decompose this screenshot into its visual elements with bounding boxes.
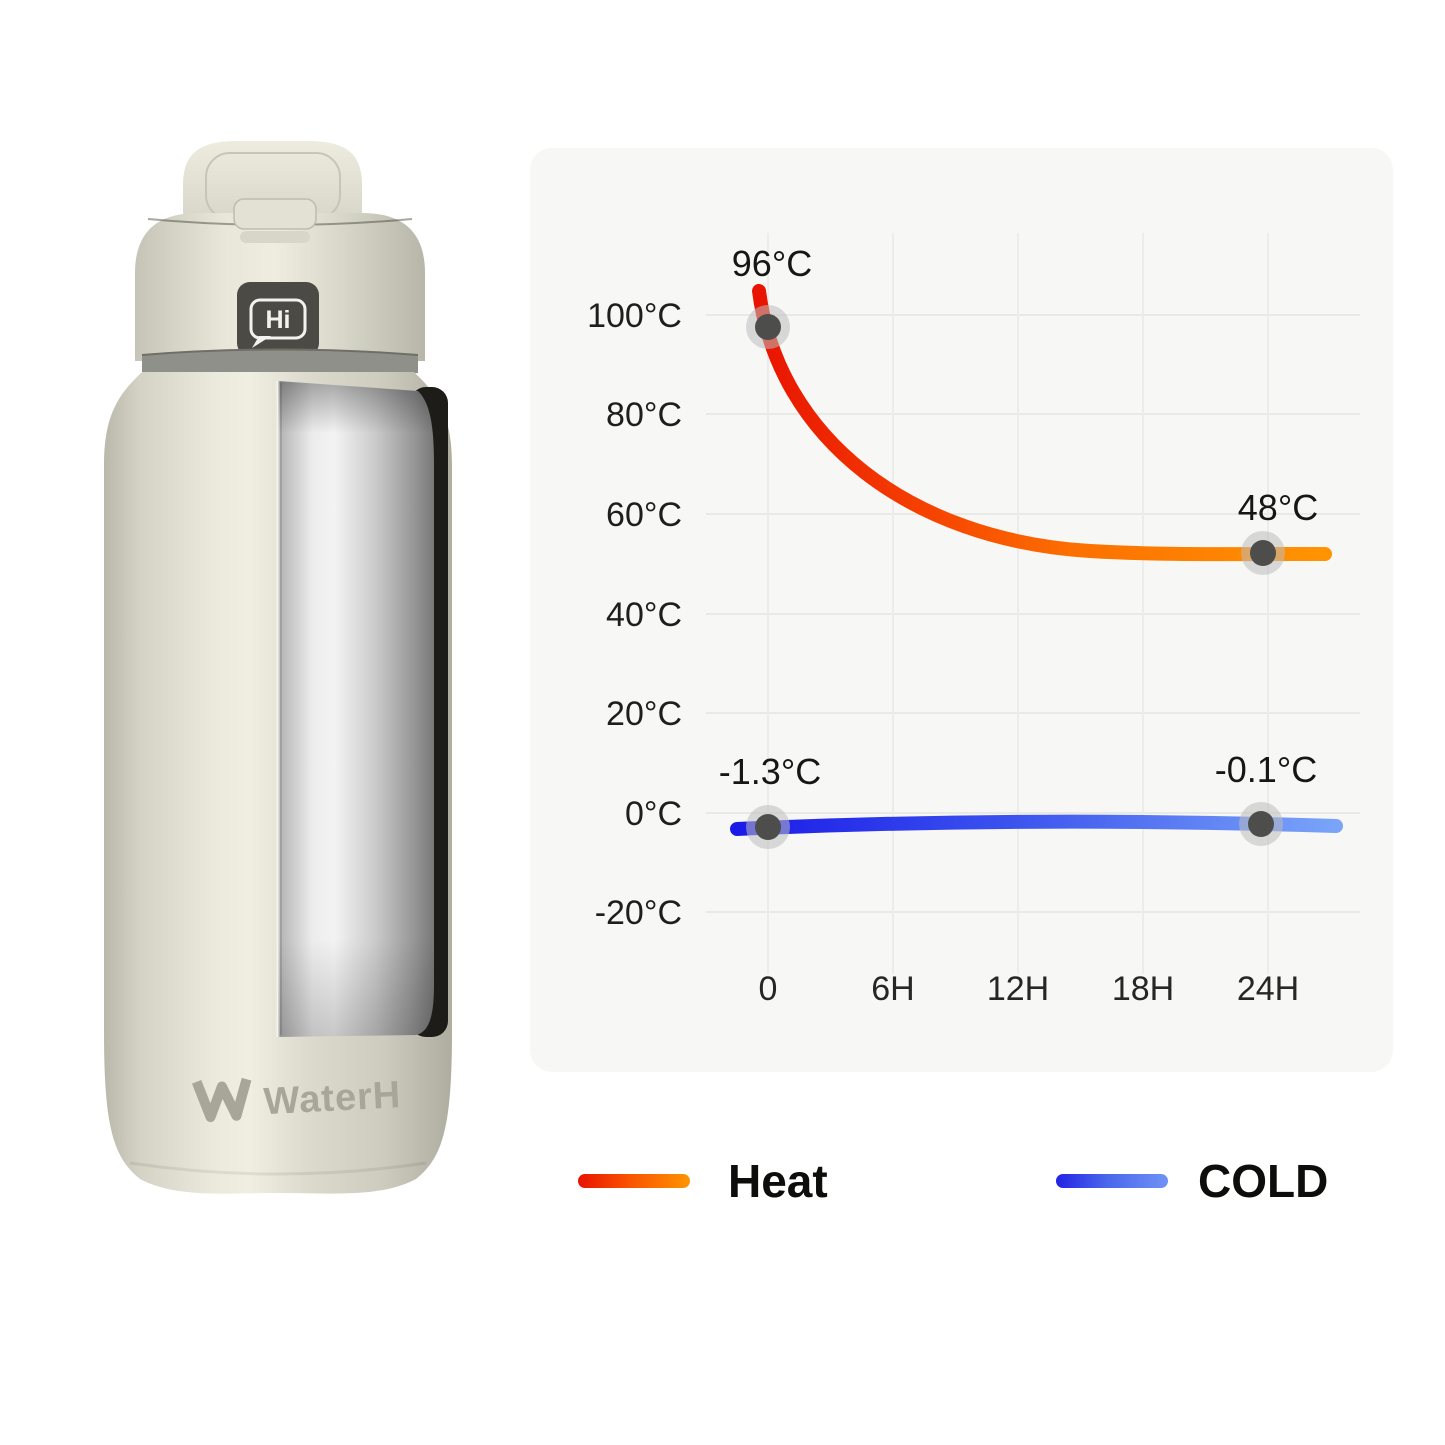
cold-start-label: -1.3°C <box>719 751 821 792</box>
heat-end-label: 48°C <box>1238 487 1318 528</box>
y-tick-label: 40°C <box>606 596 682 634</box>
y-tick-label: 0°C <box>625 795 682 833</box>
lid-latch-tab <box>233 198 317 230</box>
temperature-retention-chart: 100°C 80°C 60°C 40°C 20°C 0°C -20°C 0 6H… <box>587 233 1360 1008</box>
speech-bubble-tail <box>252 336 271 348</box>
bottle-bottom-crease <box>129 1161 427 1176</box>
speech-bubble-icon <box>249 298 307 340</box>
cold-point-24-dot <box>1248 811 1274 837</box>
heat-start-label: 96°C <box>732 243 812 284</box>
heat-line <box>752 284 1332 562</box>
lid-latch-lower <box>240 231 310 243</box>
x-tick-label: 6H <box>871 970 914 1008</box>
hi-button-label: Hi <box>266 306 291 334</box>
cold-legend-label: COLD <box>1198 1155 1329 1207</box>
bottle-illustration: Hi WaterH <box>104 141 452 1194</box>
flip-lid <box>183 141 362 235</box>
gasket-top-line <box>141 348 419 356</box>
legend-item-cold: COLD <box>1056 1155 1328 1207</box>
gasket-ring <box>142 349 418 379</box>
product-photo: Hi WaterH <box>88 135 478 1205</box>
x-tick-label: 0 <box>759 970 778 1008</box>
y-tick-label: 60°C <box>606 496 682 534</box>
legend-item-heat: Heat <box>578 1155 828 1207</box>
waterh-logo: WaterH <box>191 1074 403 1123</box>
x-tick-label: 24H <box>1237 970 1299 1008</box>
y-axis: 100°C 80°C 60°C 40°C 20°C 0°C -20°C <box>587 297 682 932</box>
x-axis: 0 6H 12H 18H 24H <box>759 970 1300 1008</box>
y-tick-label: 80°C <box>606 396 682 434</box>
heat-point-0-dot <box>755 314 781 340</box>
y-tick-label: 20°C <box>606 695 682 733</box>
point-labels: 96°C 48°C -1.3°C -0.1°C <box>719 243 1318 792</box>
waterh-logo-mark <box>191 1077 252 1123</box>
cutaway-inner-shading <box>278 381 434 1037</box>
heat-legend-swatch <box>578 1174 690 1188</box>
hi-button: Hi <box>237 282 319 356</box>
data-point-markers <box>746 305 1285 849</box>
waterh-logo-text: WaterH <box>263 1074 403 1123</box>
y-tick-label: 100°C <box>587 297 682 335</box>
heat-legend-label: Heat <box>728 1155 828 1207</box>
gridlines <box>706 233 1360 974</box>
cold-end-label: -0.1°C <box>1215 749 1317 790</box>
x-tick-label: 18H <box>1112 970 1174 1008</box>
chart-panel: 100°C 80°C 60°C 40°C 20°C 0°C -20°C 0 6H… <box>530 148 1393 1072</box>
cold-point-0-dot <box>755 814 781 840</box>
cold-legend-swatch <box>1056 1174 1168 1188</box>
heat-point-24-dot <box>1250 540 1276 566</box>
x-tick-label: 12H <box>987 970 1049 1008</box>
y-tick-label: -20°C <box>595 894 682 932</box>
